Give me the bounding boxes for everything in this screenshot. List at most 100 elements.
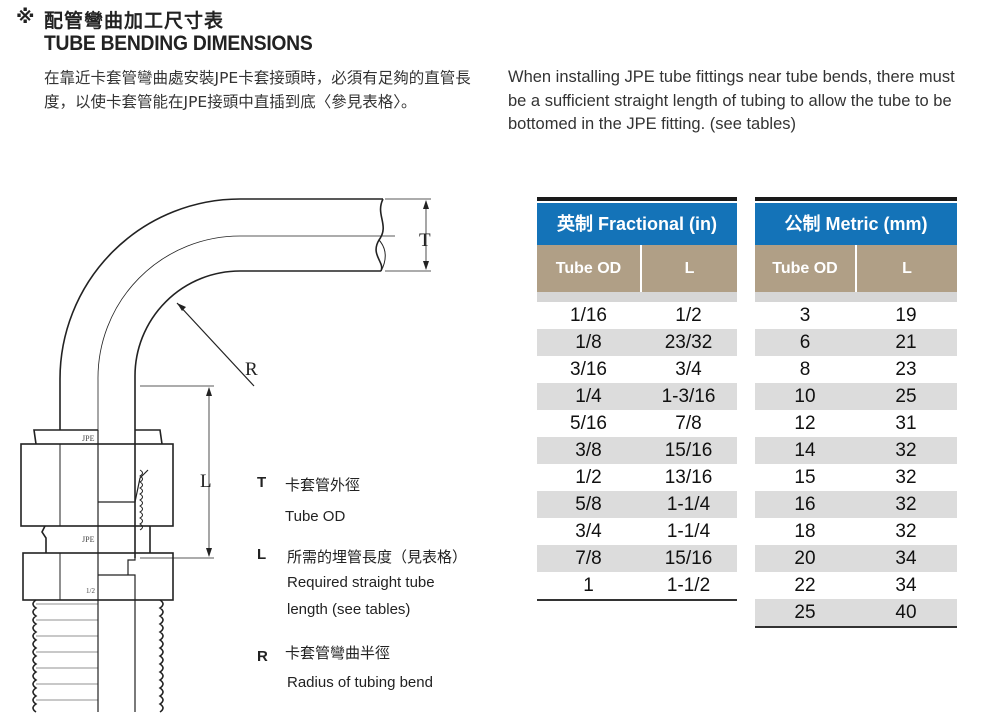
table-row: 8 23 <box>755 356 957 383</box>
cell-l: 32 <box>895 494 917 515</box>
table-row: 1/2 13/16 <box>537 464 737 491</box>
table-row: 10 25 <box>755 383 957 410</box>
cell-l: 15/16 <box>664 548 713 569</box>
table-row: 3 19 <box>755 302 957 329</box>
cell-l: 15/16 <box>664 440 713 461</box>
cell-tube-od: 14 <box>794 440 816 461</box>
cell-tube-od: 3/16 <box>570 359 607 380</box>
label-l: L <box>200 471 212 492</box>
nut-cap <box>33 429 163 445</box>
table-row: 12 31 <box>755 410 957 437</box>
tube-inner-edge <box>134 270 381 558</box>
legend-r-zh: 卡套管彎曲半徑 <box>285 645 391 662</box>
stamp-jpe-2: JPE <box>82 535 95 544</box>
legend-l-en: Required straight tube <box>287 574 435 591</box>
fractional-table: 英制 Fractional (in) Tube OD L 1/16 1/2 1/8 2… <box>537 197 737 601</box>
description-en: When installing JPE tube fittings near t… <box>508 68 955 133</box>
internal-thread <box>139 469 143 531</box>
legend-l-zh: 所需的埋管長度（見表格） <box>287 549 468 566</box>
table-row: 20 34 <box>755 545 957 572</box>
cell-tube-od: 5/8 <box>575 494 602 515</box>
cell-l: 40 <box>895 602 917 623</box>
page-title-zh: 配管彎曲加工尺寸表 <box>44 10 225 32</box>
pipe-thread-right <box>158 599 164 713</box>
r-dimension-line <box>176 302 255 387</box>
cell-l: 32 <box>895 467 917 488</box>
fractional-col-l: L <box>684 260 695 277</box>
table-row: 7/8 15/16 <box>537 545 737 572</box>
cell-l: 32 <box>895 440 917 461</box>
cell-l: 25 <box>895 386 917 407</box>
cell-l: 1-3/16 <box>661 386 716 407</box>
cell-tube-od: 18 <box>794 521 816 542</box>
cell-tube-od: 1/4 <box>575 386 602 407</box>
cell-tube-od: 16 <box>794 494 816 515</box>
tube-break <box>375 198 384 272</box>
label-t: T <box>419 230 431 251</box>
pipe-thread-left <box>32 599 38 713</box>
cell-tube-od: 1 <box>583 575 594 596</box>
cell-l: 13/16 <box>664 467 713 488</box>
table-row: 1 1-1/2 <box>537 572 737 599</box>
legend-key-l: L <box>257 546 267 563</box>
fractional-caption: 英制 Fractional (in) <box>537 203 737 245</box>
table-row: 5/16 7/8 <box>537 410 737 437</box>
metric-col-tube-od: Tube OD <box>755 245 857 292</box>
cell-l: 3/4 <box>675 359 702 380</box>
table-row: 5/8 1-1/4 <box>537 491 737 518</box>
table-row: 3/16 3/4 <box>537 356 737 383</box>
table-row: 6 21 <box>755 329 957 356</box>
table-row: 3/4 1-1/4 <box>537 518 737 545</box>
legend-l-en2: length (see tables) <box>287 601 411 618</box>
cell-l: 1/2 <box>675 305 702 326</box>
cell-tube-od: 7/8 <box>575 548 602 569</box>
ferrule-section <box>98 469 149 712</box>
legend-key-t: T <box>257 474 267 491</box>
cell-l: 1-1/2 <box>666 575 711 596</box>
cell-l: 34 <box>895 548 917 569</box>
cell-l: 1-1/4 <box>666 521 711 542</box>
table-row: 16 32 <box>755 491 957 518</box>
cell-tube-od: 22 <box>794 575 816 596</box>
table-row: 18 32 <box>755 518 957 545</box>
page-title-en: TUBE BENDING DIMENSIONS <box>44 32 313 55</box>
cell-tube-od: 8 <box>799 359 811 380</box>
legend-r-en: Radius of tubing bend <box>287 674 433 691</box>
tube-bend-drawing: T R L JPE JPE 1/2 <box>20 198 431 713</box>
cell-tube-od: 3/8 <box>575 440 602 461</box>
cell-l: 21 <box>895 332 917 353</box>
cell-tube-od: 25 <box>794 602 816 623</box>
legend-t-en: Tube OD <box>285 508 346 525</box>
cell-tube-od: 1/16 <box>570 305 607 326</box>
table-row: 22 34 <box>755 572 957 599</box>
cell-l: 34 <box>895 575 917 596</box>
cell-tube-od: 3/4 <box>575 521 602 542</box>
cell-tube-od: 1/8 <box>575 332 602 353</box>
metric-table: 公制 Metric (mm) Tube OD L 3 19 6 21 8 23 10 25 12… <box>755 197 957 628</box>
metric-caption: 公制 Metric (mm) <box>755 203 957 245</box>
table-row: 25 40 <box>755 599 957 626</box>
cell-tube-od: 6 <box>799 332 811 353</box>
body-neck <box>41 525 151 553</box>
table-row: 1/4 1-3/16 <box>537 383 737 410</box>
stamp-size: 1/2 <box>86 587 95 595</box>
stamp-jpe-1: JPE <box>82 434 95 443</box>
note-mark: ※ <box>16 6 35 28</box>
cell-l: 7/8 <box>675 413 702 434</box>
table-row: 15 32 <box>755 464 957 491</box>
tube-centerline <box>97 235 395 712</box>
cell-l: 32 <box>895 521 917 542</box>
cell-l: 19 <box>895 305 917 326</box>
table-row: 1/16 1/2 <box>537 302 737 329</box>
description-zh: 在靠近卡套管彎曲處安裝JPE卡套接頭時，必須有足夠的直管長度，以使卡套管能在JP… <box>44 69 471 111</box>
cell-tube-od: 12 <box>794 413 816 434</box>
table-row: 3/8 15/16 <box>537 437 737 464</box>
legend-key-r: R <box>257 648 268 665</box>
cell-tube-od: 3 <box>799 305 811 326</box>
legend-t-zh: 卡套管外徑 <box>285 477 361 494</box>
hex-nut <box>20 443 174 527</box>
tube-outer-edge <box>59 198 383 430</box>
cell-tube-od: 5/16 <box>570 413 607 434</box>
cell-l: 1-1/4 <box>666 494 711 515</box>
fractional-col-tube-od: Tube OD <box>537 245 642 292</box>
